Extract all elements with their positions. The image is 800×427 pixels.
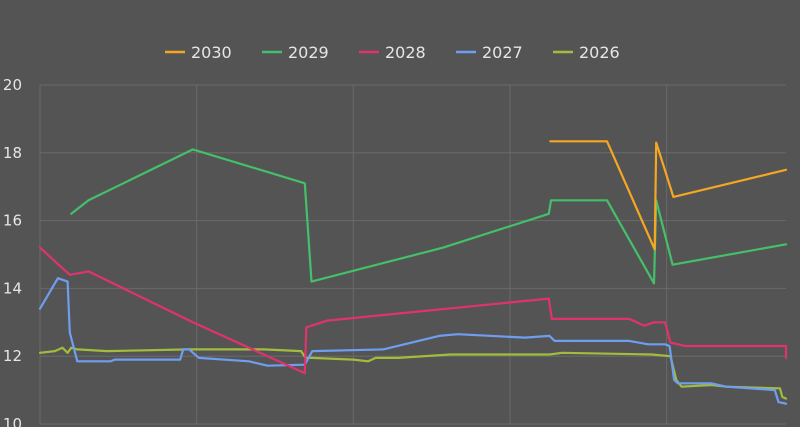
legend-label-2030: 2030 [191, 43, 232, 62]
y-tick-label: 18 [3, 144, 22, 162]
series-line-2029 [70, 148, 788, 285]
y-tick-label: 12 [3, 347, 22, 365]
series-line-2026 [38, 346, 788, 400]
gridlines [39, 84, 786, 425]
series-line-2028 [38, 246, 788, 375]
legend-label-2029: 2029 [288, 43, 329, 62]
legend-label-2027: 2027 [482, 43, 523, 62]
y-tick-label: 16 [3, 212, 22, 230]
y-tick-label: 20 [3, 76, 22, 94]
y-axis: 10 12 14 16 18 20 [3, 76, 22, 427]
legend-label-2026: 2026 [579, 43, 620, 62]
series-line-2030 [549, 140, 788, 251]
legend-label-2028: 2028 [385, 43, 426, 62]
legend: 2030 2029 2028 2027 2026 [165, 43, 620, 62]
y-tick-label: 10 [3, 415, 22, 427]
series-lines [38, 140, 788, 405]
y-tick-label: 14 [3, 279, 22, 297]
series-line-2027 [38, 277, 788, 405]
